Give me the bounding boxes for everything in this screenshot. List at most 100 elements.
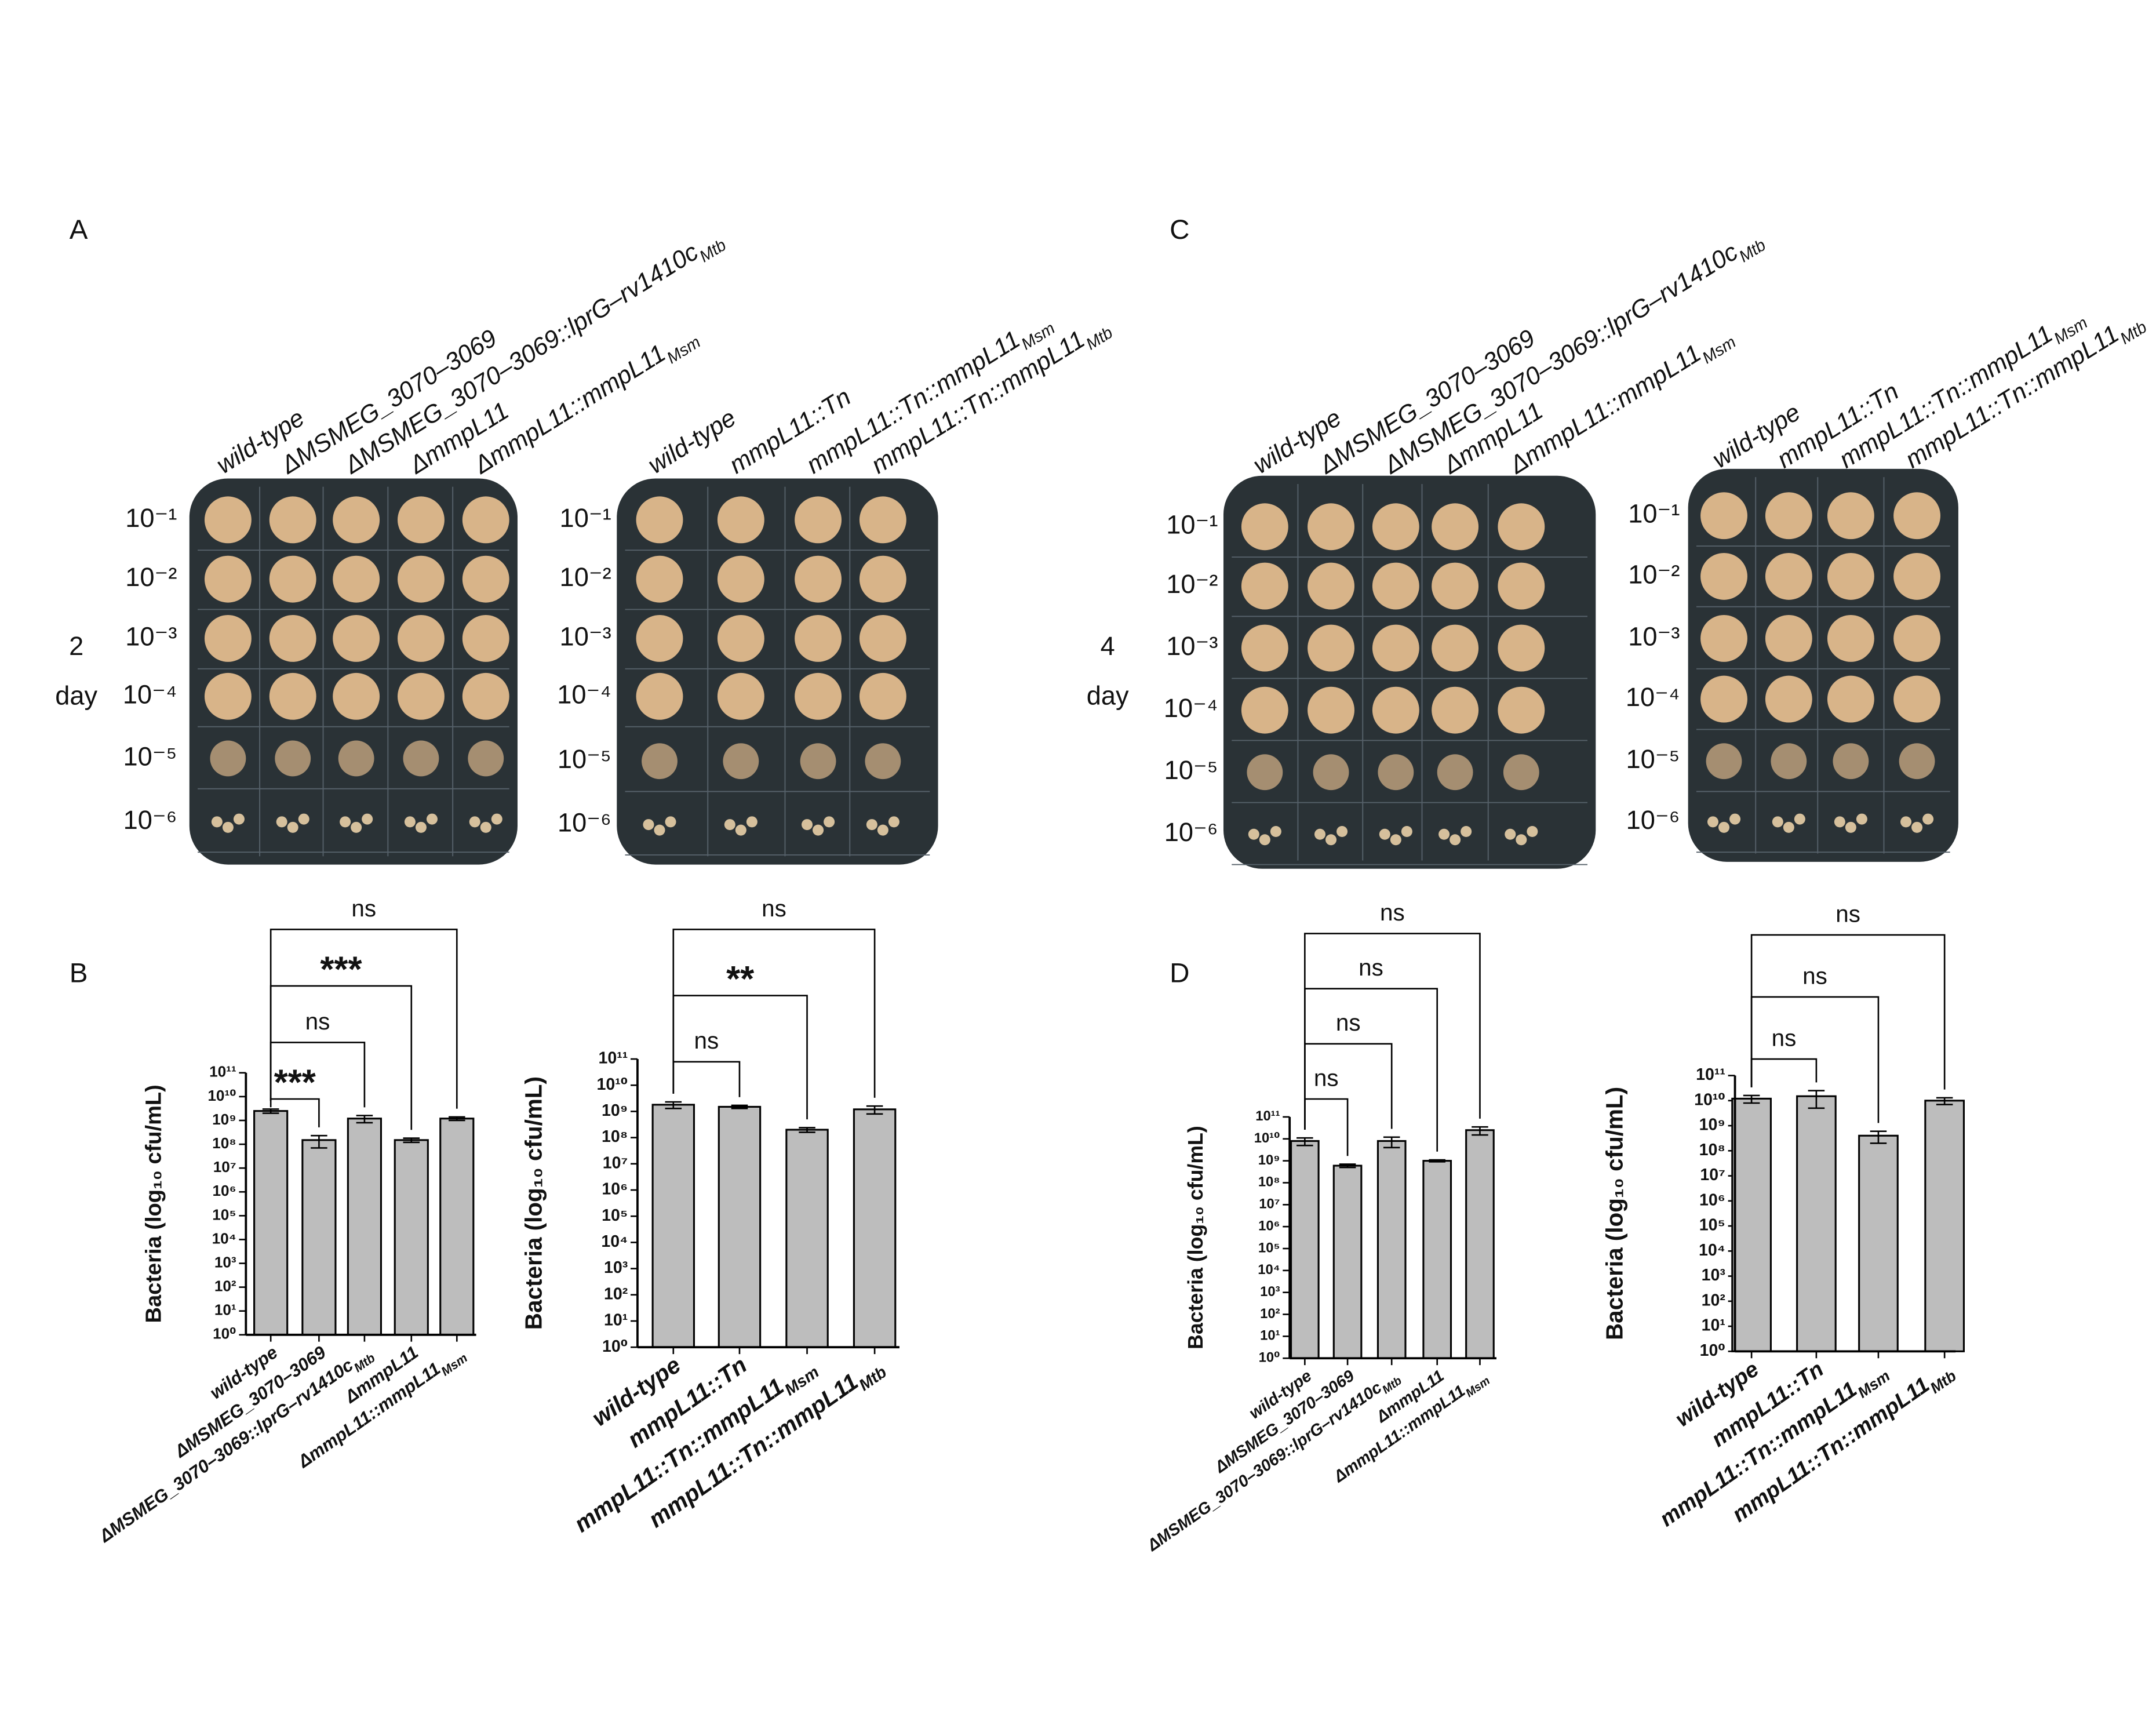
bar <box>301 1139 337 1336</box>
y-tick-label: 10¹¹ <box>1255 1108 1280 1124</box>
colony <box>462 555 509 603</box>
significance-label: ns <box>1336 1009 1361 1036</box>
colony <box>1314 828 1326 840</box>
significance-bracket <box>672 995 808 1120</box>
subscript: Msm <box>438 1351 470 1379</box>
colony <box>859 555 906 603</box>
y-tick-label: 10³ <box>604 1258 628 1277</box>
y-tick-label: 10¹⁰ <box>207 1087 236 1104</box>
colony <box>340 816 351 828</box>
colony <box>717 614 764 662</box>
colony <box>269 614 316 662</box>
colony <box>723 743 759 780</box>
bar <box>1376 1140 1407 1359</box>
colony <box>1498 686 1545 734</box>
colony <box>1379 828 1390 840</box>
time-label: 2 <box>69 631 83 661</box>
colony <box>426 813 438 825</box>
colony <box>1308 503 1354 551</box>
y-tick-label: 10³ <box>214 1253 236 1271</box>
y-tick-label: 10⁴ <box>601 1232 628 1251</box>
colony <box>1718 821 1730 833</box>
subscript: Mtb <box>1927 1367 1960 1397</box>
colony <box>1259 834 1270 846</box>
colony <box>1313 754 1349 791</box>
significance-bracket <box>672 1061 741 1097</box>
y-tick-label: 10³ <box>1260 1284 1280 1300</box>
colony <box>717 496 764 544</box>
y-tick-label: 10² <box>1260 1306 1280 1322</box>
dilution-label: 10⁻¹ <box>1628 499 1680 529</box>
colony <box>1241 624 1288 672</box>
y-tick-label: 10¹⁰ <box>1254 1130 1280 1146</box>
colony <box>1527 825 1538 838</box>
y-tick-label: 10⁷ <box>1259 1196 1280 1212</box>
colony <box>469 816 480 828</box>
colony <box>1772 816 1783 828</box>
significance-label: ns <box>1802 962 1827 989</box>
colony <box>1372 562 1419 610</box>
significance-label: *** <box>320 949 362 989</box>
colony <box>1498 562 1545 610</box>
colony <box>398 496 445 544</box>
y-tick-label: 10¹ <box>214 1301 236 1319</box>
y-tick-label: 10⁶ <box>602 1180 628 1199</box>
colony <box>1503 754 1539 791</box>
colony <box>362 813 373 825</box>
colony <box>1372 503 1419 551</box>
colony <box>398 672 445 720</box>
panel-label: C <box>1170 214 1189 245</box>
colony <box>1241 503 1288 551</box>
significance-bracket <box>672 929 876 1098</box>
colony <box>636 496 683 544</box>
colony <box>1827 492 1874 540</box>
dilution-label: 10⁻⁶ <box>558 808 611 838</box>
panel-label: B <box>70 958 88 988</box>
dilution-label: 10⁻⁴ <box>1164 693 1218 723</box>
dilution-label: 10⁻⁶ <box>1164 817 1218 847</box>
colony <box>398 614 445 662</box>
time-label: day <box>1087 681 1129 711</box>
colony <box>222 821 234 833</box>
bar <box>1465 1129 1495 1359</box>
y-axis-label: Bacteria (log₁₀ cfu/mL) <box>1184 1126 1207 1349</box>
significance-bracket <box>1304 933 1481 1130</box>
y-tick-label: 10³ <box>1702 1266 1725 1284</box>
colony <box>1856 813 1867 825</box>
colony <box>338 740 374 777</box>
dilution-label: 10⁻⁴ <box>557 679 611 709</box>
dilution-label: 10⁻³ <box>1628 621 1680 651</box>
colony <box>1827 552 1874 600</box>
significance-label: ns <box>305 1008 330 1035</box>
agar-plate <box>617 478 938 865</box>
colony <box>1498 503 1545 551</box>
y-tick-label: 10⁴ <box>1258 1262 1280 1278</box>
colony <box>1893 675 1941 723</box>
subscript: Msm <box>1463 1374 1492 1400</box>
colony <box>636 555 683 603</box>
y-tick-label: 10⁶ <box>213 1182 236 1199</box>
y-tick-label: 10⁴ <box>1699 1241 1725 1260</box>
colony <box>1308 562 1354 610</box>
colony <box>1372 686 1419 734</box>
significance-bracket <box>1750 1058 1818 1087</box>
bar <box>1858 1134 1899 1352</box>
bar <box>1422 1160 1452 1359</box>
colony <box>462 496 509 544</box>
significance-bracket <box>270 985 413 1130</box>
dilution-label: 10⁻⁶ <box>1626 805 1680 835</box>
y-axis-label: Bacteria (log₁₀ cfu/mL) <box>141 1085 166 1323</box>
colony <box>415 821 427 833</box>
colony <box>746 816 757 828</box>
colony <box>1432 503 1479 551</box>
y-tick-label: 10¹ <box>604 1311 628 1330</box>
subscript: Mtb <box>1736 235 1769 265</box>
subscript: Mtb <box>696 235 729 265</box>
colony <box>333 555 380 603</box>
colony <box>404 816 416 828</box>
y-tick-label: 10⁹ <box>1699 1116 1725 1134</box>
colony <box>1432 562 1479 610</box>
colony <box>824 816 835 828</box>
subscript: Mtb <box>2117 318 2150 348</box>
